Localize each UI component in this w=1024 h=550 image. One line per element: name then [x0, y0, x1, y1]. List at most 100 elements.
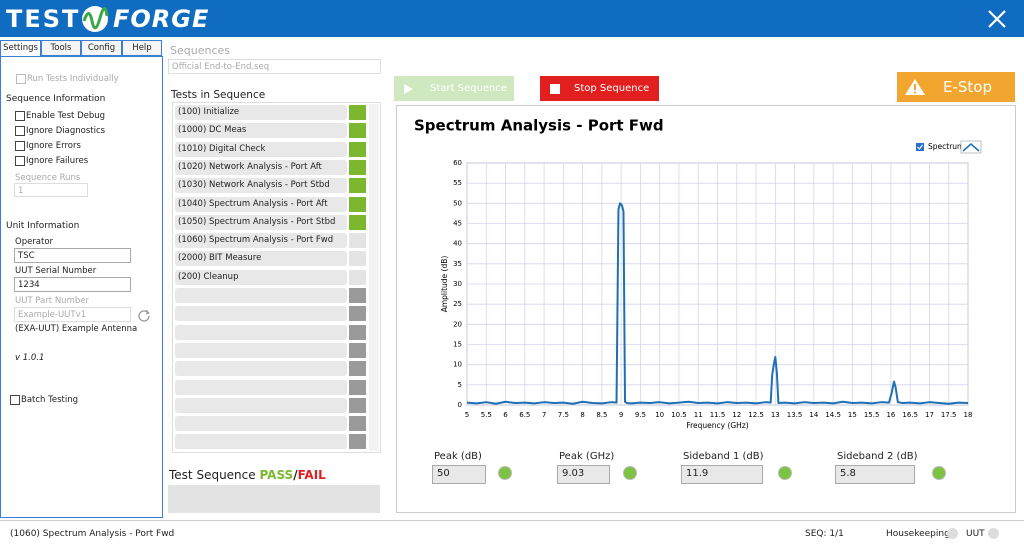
x-tick-label: 12.5 — [748, 411, 764, 419]
y-tick-label: 20 — [453, 320, 462, 328]
start-button[interactable]: Start Sequence — [394, 76, 514, 101]
checkbox[interactable] — [15, 141, 25, 151]
logo-right: FORGE — [113, 5, 210, 33]
y-tick-label: 5 — [458, 381, 462, 389]
test-status — [349, 196, 366, 212]
empty-row — [175, 416, 347, 432]
uut-label: UUT — [966, 529, 985, 539]
x-tick-label: 8 — [580, 411, 584, 419]
field-label: Operator — [15, 237, 54, 247]
x-tick-label: 5.5 — [481, 411, 492, 419]
chart-panel — [396, 105, 1016, 513]
empty-row — [175, 288, 347, 303]
sequence-select[interactable]: Official End-to-End.seq — [168, 59, 381, 74]
test-status — [349, 233, 366, 249]
logo-icon — [82, 6, 109, 32]
checkbox[interactable] — [16, 74, 26, 84]
x-tick-label: 16 — [886, 411, 895, 419]
test-status — [349, 269, 366, 285]
separator: / — [293, 468, 298, 482]
x-tick-label: 16.5 — [902, 411, 918, 419]
x-tick-label: 7 — [542, 411, 546, 419]
sequence-runs[interactable]: 1 — [14, 183, 88, 197]
estop-button[interactable]: E-Stop — [897, 72, 1015, 102]
option-label: Batch Testing — [21, 395, 79, 405]
x-tick-label: 15.5 — [864, 411, 880, 419]
test-row[interactable]: (1030) Network Analysis - Port Stbd — [175, 178, 347, 194]
settings-panel — [0, 56, 163, 518]
test-row[interactable]: (1060) Spectrum Analysis - Port Fwd — [175, 233, 347, 249]
tab[interactable]: Config — [81, 40, 122, 56]
test-row[interactable]: (2000) BIT Measure — [175, 251, 347, 267]
x-tick-label: 18 — [964, 411, 973, 419]
empty-status — [349, 306, 366, 322]
tab[interactable]: Tools — [41, 40, 81, 56]
checkbox[interactable] — [10, 395, 20, 405]
header-bar — [0, 0, 1024, 37]
x-tick-label: 14 — [809, 411, 818, 419]
result-box — [168, 485, 380, 513]
test-status — [349, 178, 366, 194]
housekeeping-indicator — [947, 528, 958, 539]
test-row[interactable]: (1040) Spectrum Analysis - Port Aft — [175, 196, 347, 212]
spectrum-line — [466, 202, 969, 405]
x-tick-label: 6.5 — [519, 411, 530, 419]
readout-value: 50 — [432, 465, 486, 484]
field-label: UUT Part Number — [15, 296, 89, 306]
test-row[interactable]: (1010) Digital Check — [175, 141, 347, 157]
serial-input[interactable]: 1234 — [14, 277, 131, 292]
close-button[interactable] — [988, 10, 1006, 28]
y-tick-label: 50 — [453, 199, 462, 207]
tab[interactable]: Settings — [0, 40, 41, 56]
option-label: Ignore Diagnostics — [26, 126, 106, 136]
empty-row — [175, 342, 347, 358]
test-status — [349, 105, 366, 120]
empty-status — [349, 288, 366, 303]
readout-indicator — [499, 467, 511, 479]
x-tick-label: 15 — [848, 411, 857, 419]
chart: Spectrum Analysis - Port Fwd 05101520253… — [414, 117, 982, 430]
operator-input[interactable]: TSC — [14, 248, 131, 263]
checkbox[interactable] — [15, 156, 25, 166]
option-label: Enable Test Debug — [26, 111, 106, 121]
test-row[interactable]: (1020) Network Analysis - Port Aft — [175, 159, 347, 175]
seq-count: SEQ: 1/1 — [805, 529, 844, 539]
scrollbar[interactable] — [369, 104, 379, 451]
stop-button[interactable]: Stop Sequence — [540, 76, 659, 101]
y-tick-label: 0 — [458, 401, 462, 409]
x-tick-label: 13 — [771, 411, 780, 419]
checkbox[interactable] — [15, 111, 25, 121]
logo-left: TEST — [6, 5, 81, 33]
empty-row — [175, 434, 347, 450]
tab[interactable]: Help — [122, 40, 162, 56]
refresh-icon[interactable] — [137, 308, 151, 322]
result-title: Test Sequence PASS/FAIL — [169, 468, 326, 482]
checkbox[interactable] — [15, 126, 25, 136]
part-select[interactable]: Example-UUTv1 — [14, 307, 131, 322]
readout-label: Sideband 1 (dB) — [683, 451, 764, 462]
readout-value: 11.9 — [681, 465, 763, 484]
readout-indicator — [779, 467, 791, 479]
status-bar — [0, 520, 1024, 550]
test-row[interactable]: (1000) DC Meas — [175, 123, 347, 139]
field-label: UUT Serial Number — [15, 266, 97, 276]
test-row[interactable]: (1050) Spectrum Analysis - Port Stbd — [175, 214, 347, 230]
empty-row — [175, 379, 347, 395]
test-row[interactable]: (200) Cleanup — [175, 269, 347, 285]
test-row[interactable]: (100) Initialize — [175, 105, 347, 120]
test-status — [349, 159, 366, 175]
legend-checkbox — [916, 143, 924, 151]
readout-indicator — [933, 467, 945, 479]
x-tick-label: 11 — [694, 411, 703, 419]
test-status — [349, 214, 366, 230]
chart-title: Spectrum Analysis - Port Fwd — [414, 117, 664, 135]
x-tick-label: 5 — [465, 411, 469, 419]
x-axis-label: Frequency (GHz) — [686, 421, 748, 430]
x-tick-label: 17.5 — [941, 411, 957, 419]
test-status — [349, 123, 366, 139]
x-tick-label: 13.5 — [787, 411, 803, 419]
readout-indicator — [624, 467, 636, 479]
y-tick-label: 40 — [453, 240, 462, 248]
x-tick-label: 8.5 — [596, 411, 607, 419]
